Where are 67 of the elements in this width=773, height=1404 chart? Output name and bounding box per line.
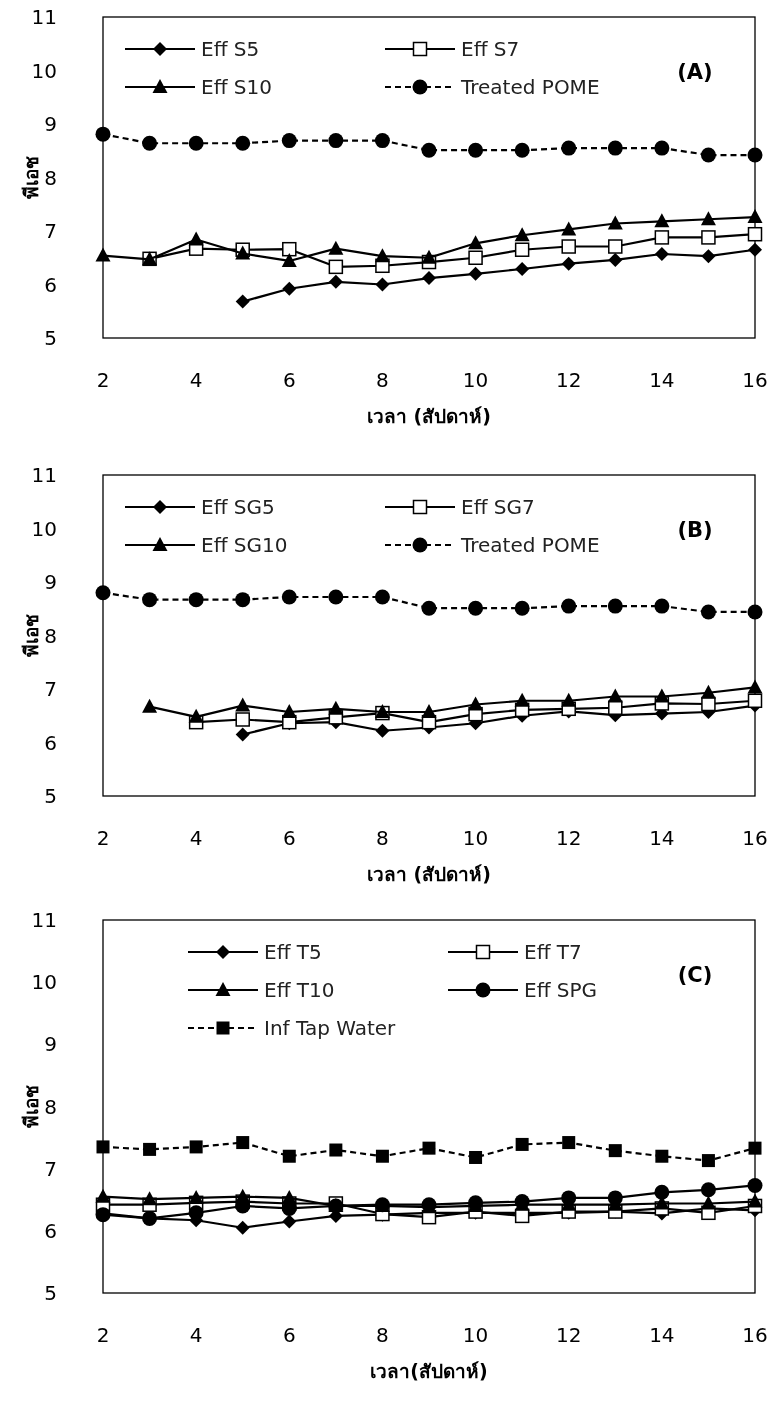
- x-tick-label: 4: [189, 368, 203, 392]
- x-tick-label: 8: [376, 1323, 389, 1347]
- x-tick-label: 4: [189, 1323, 203, 1347]
- y-tick-label: 6: [44, 730, 57, 755]
- legend-label: Treated POME: [460, 75, 600, 99]
- legend-label: Eff SG10: [201, 533, 288, 557]
- x-axis-title: เวลา (สัปดาห์): [367, 863, 491, 885]
- x-tick-label: 10: [462, 826, 489, 850]
- x-tick-label: 2: [96, 1323, 110, 1347]
- legend-label: Eff S5: [201, 37, 260, 61]
- x-tick-label: 2: [96, 368, 110, 392]
- y-tick-label: 9: [44, 112, 57, 136]
- y-tick-label: 5: [44, 326, 57, 350]
- y-tick-label: 8: [44, 1094, 57, 1119]
- y-tick-label: 11: [31, 5, 57, 29]
- y-axis-title: พีเอช: [20, 614, 42, 657]
- legend-label: Eff S10: [201, 75, 272, 99]
- y-tick-label: 10: [31, 58, 57, 83]
- x-tick-label: 10: [462, 368, 489, 392]
- annotation: (C): [677, 963, 713, 987]
- y-tick-label: 7: [44, 677, 57, 701]
- y-tick-label: 10: [31, 970, 57, 995]
- x-tick-label: 16: [742, 368, 768, 392]
- annotation: (A): [677, 60, 713, 84]
- x-tick-label: 12: [555, 368, 582, 392]
- x-tick-label: 14: [649, 368, 675, 392]
- legend-label: Treated POME: [460, 533, 600, 557]
- y-tick-label: 8: [44, 623, 57, 648]
- legend-label: Eff SG7: [461, 495, 535, 519]
- x-tick-label: 6: [282, 368, 296, 392]
- x-axis-title: เวลา(สัปดาห์): [370, 1360, 488, 1382]
- y-tick-label: 9: [44, 1032, 57, 1057]
- y-tick-label: 8: [44, 165, 57, 190]
- y-tick-label: 9: [44, 570, 57, 594]
- legend-label: Inf Tap Water: [264, 1016, 397, 1040]
- y-tick-label: 11: [31, 908, 57, 932]
- legend-label: Eff T10: [264, 978, 335, 1002]
- x-tick-label: 10: [462, 1323, 489, 1347]
- y-tick-label: 7: [44, 1156, 57, 1181]
- x-tick-label: 8: [376, 368, 389, 392]
- x-tick-label: 6: [282, 1323, 296, 1347]
- y-tick-label: 11: [31, 463, 57, 487]
- legend-label: Eff SPG: [524, 978, 598, 1002]
- x-tick-label: 6: [282, 826, 296, 850]
- x-tick-label: 14: [649, 1323, 675, 1347]
- y-tick-label: 5: [44, 1281, 57, 1305]
- x-tick-label: 4: [189, 826, 203, 850]
- x-tick-label: 16: [742, 826, 768, 850]
- x-tick-label: 12: [555, 1323, 582, 1347]
- x-tick-label: 16: [742, 1323, 768, 1347]
- legend-label: Eff SG5: [201, 495, 275, 519]
- x-tick-label: 8: [376, 826, 389, 850]
- y-tick-label: 5: [44, 784, 57, 808]
- y-axis-title: พีเอช: [20, 1085, 42, 1128]
- y-tick-label: 10: [31, 516, 57, 541]
- legend-label: Eff T7: [524, 940, 582, 964]
- legend-label: Eff S7: [461, 37, 520, 61]
- annotation: (B): [677, 518, 713, 542]
- x-axis-title: เวลา (สัปดาห์): [367, 405, 491, 427]
- y-axis-title: พีเอช: [20, 156, 42, 199]
- legend-label: Eff T5: [264, 940, 322, 964]
- x-tick-label: 14: [649, 826, 675, 850]
- y-tick-label: 6: [44, 272, 57, 297]
- x-tick-label: 2: [96, 826, 110, 850]
- y-tick-label: 7: [44, 219, 57, 243]
- y-tick-label: 6: [44, 1218, 57, 1243]
- x-tick-label: 12: [555, 826, 582, 850]
